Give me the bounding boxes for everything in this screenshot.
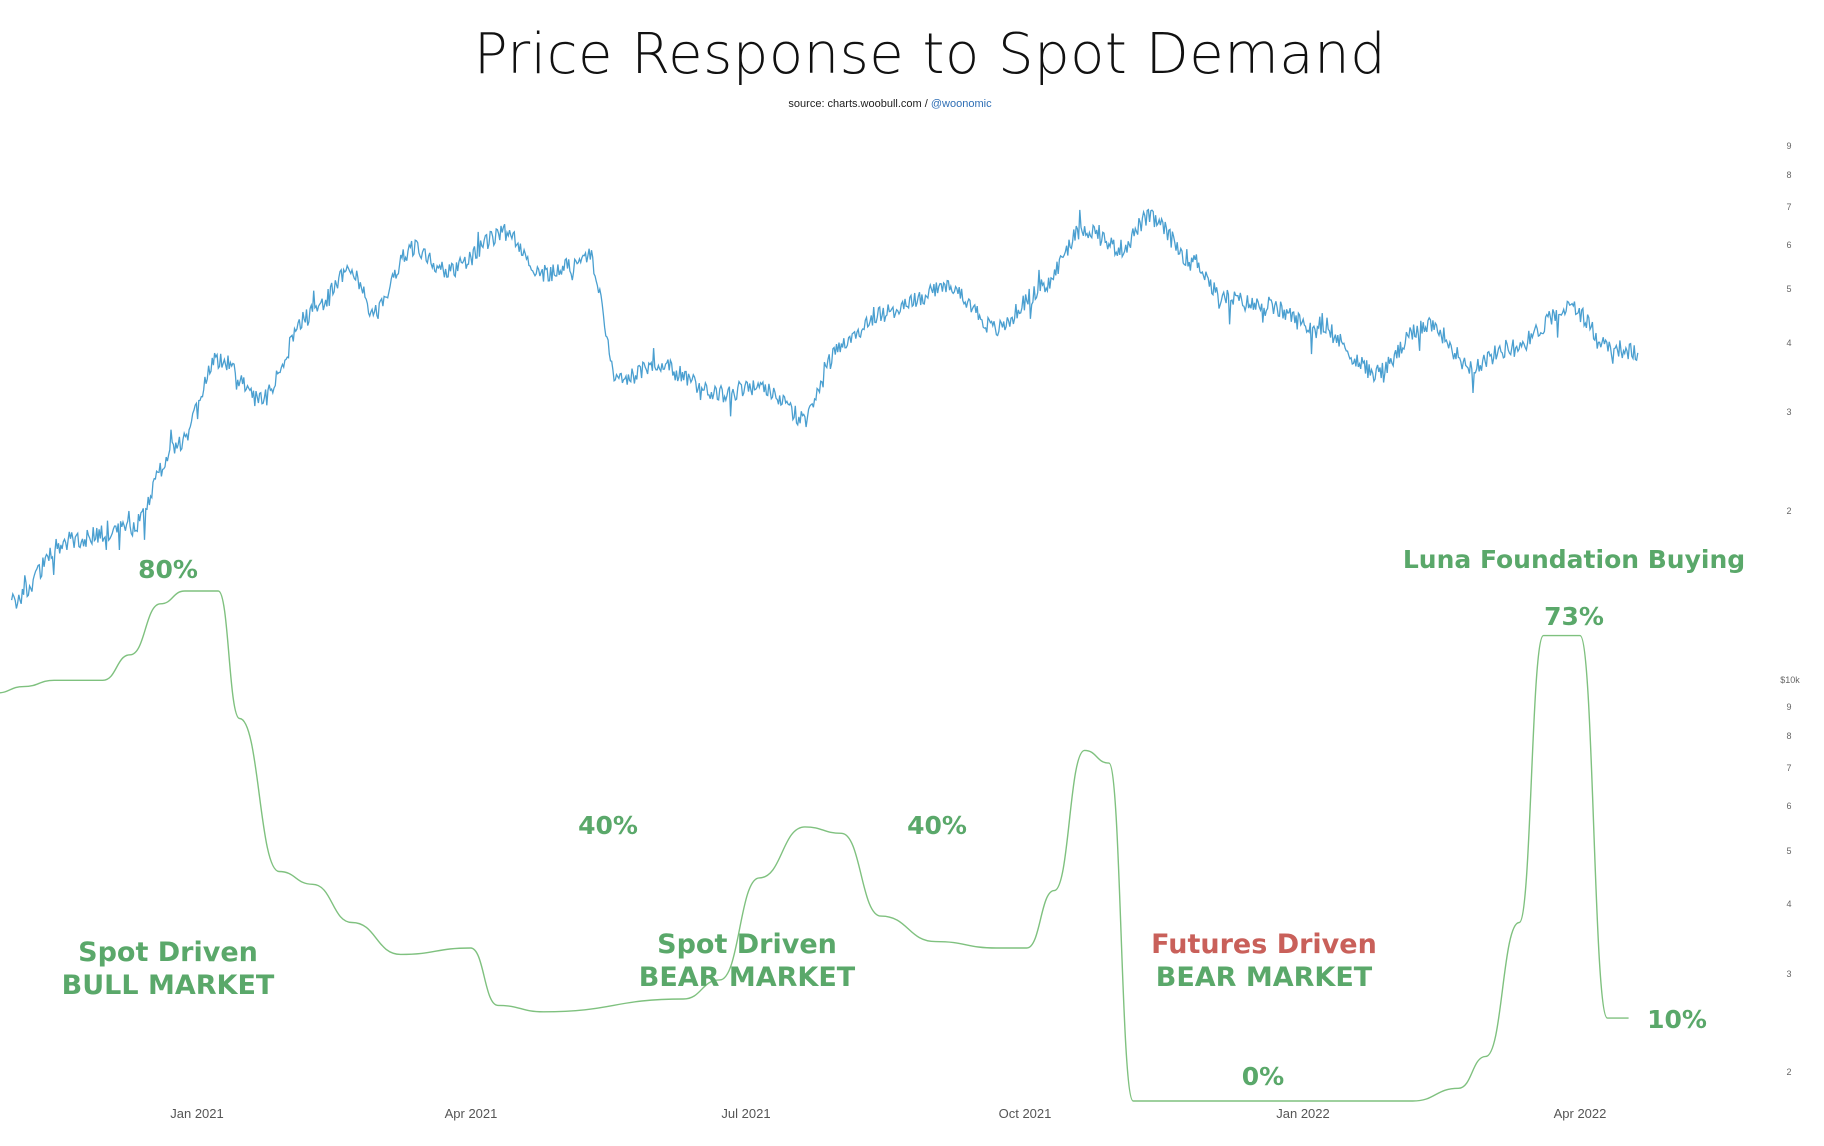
- y-tick-label-upper: 7: [1786, 202, 1791, 212]
- annotations: 80% 40% 40% Luna Foundation Buying 73% 0% 10% S…: [62, 545, 1745, 1091]
- annotation-label: 10%: [1647, 1005, 1707, 1034]
- region-label-line2: BULL MARKET: [62, 970, 275, 1001]
- source-handle[interactable]: @woonomic: [930, 98, 992, 110]
- price-axis: $10k 9 8 7 6 5 4 3 2: [1780, 675, 1800, 1077]
- region-label-line1: Futures Driven: [1151, 929, 1377, 960]
- y-tick-label: 4: [1786, 899, 1791, 909]
- y-tick-label: 2: [1786, 1067, 1791, 1077]
- y-tick-label: 9: [1786, 702, 1791, 712]
- annotation-label: 73%: [1544, 602, 1604, 631]
- annotation-label: Luna Foundation Buying: [1403, 545, 1745, 574]
- chart-source: source: charts.woobull.com / @woonomic: [0, 98, 1780, 110]
- y-tick-label-upper: 8: [1786, 170, 1791, 180]
- x-tick-label: Jan 2021: [170, 1106, 224, 1121]
- y-tick-label: 7: [1786, 763, 1791, 773]
- x-tick-label: Apr 2022: [1554, 1106, 1607, 1121]
- y-tick-label-upper: 3: [1786, 407, 1791, 417]
- y-tick-label-upper: 4: [1786, 338, 1791, 348]
- chart-title: Price Response to Spot Demand: [473, 22, 1387, 87]
- x-tick-label: Apr 2021: [445, 1106, 498, 1121]
- y-tick-label: 3: [1786, 969, 1791, 979]
- y-tick-label-upper: 5: [1786, 284, 1791, 294]
- region-label-line1: Spot Driven: [657, 929, 837, 960]
- x-tick-label: Jul 2021: [721, 1106, 770, 1121]
- ratio-series-line: [0, 590, 1629, 1102]
- x-tick-label: Jan 2022: [1276, 1106, 1330, 1121]
- x-axis: Jan 2021 Apr 2021 Jul 2021 Oct 2021 Jan 2022…: [170, 1106, 1606, 1121]
- annotation-label: 40%: [907, 811, 967, 840]
- y-tick-label: 6: [1786, 801, 1791, 811]
- source-text: source: charts.woobull.com /: [788, 98, 931, 110]
- annotation-label: 40%: [578, 811, 638, 840]
- annotation-label: 0%: [1242, 1062, 1284, 1091]
- y-tick-label-upper: 9: [1786, 141, 1791, 151]
- price-axis-upper: 9 8 7 6 5 4 3 2: [1786, 141, 1791, 516]
- y-tick-label-upper: 2: [1786, 506, 1791, 516]
- x-tick-label: Oct 2021: [999, 1106, 1052, 1121]
- annotation-label: 80%: [138, 555, 198, 584]
- y-tick-label-upper: 6: [1786, 240, 1791, 250]
- region-label-line2: BEAR MARKET: [1156, 962, 1373, 993]
- region-label-line1: Spot Driven: [78, 937, 258, 968]
- region-label-line2: BEAR MARKET: [639, 962, 856, 993]
- price-series-line: [10, 208, 1639, 609]
- y-axis-unit: $10k: [1780, 675, 1800, 685]
- y-tick-label: 5: [1786, 846, 1791, 856]
- y-tick-label: 8: [1786, 731, 1791, 741]
